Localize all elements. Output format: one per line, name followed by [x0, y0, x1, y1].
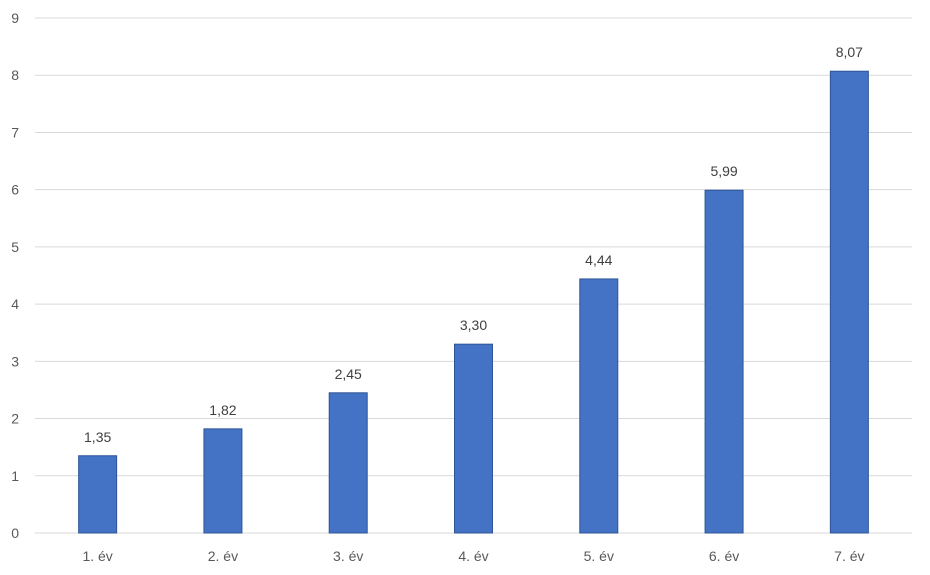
bar [704, 189, 744, 534]
bar [579, 278, 619, 534]
y-tick-label: 8 [11, 67, 19, 83]
x-axis-ticks: 1. év 2. év 3. év 4. év 5. év 6. év 7. év [82, 548, 864, 564]
bars [78, 70, 869, 534]
data-label: 4,44 [585, 252, 612, 268]
gridlines [35, 17, 912, 534]
data-label: 3,30 [460, 317, 487, 333]
y-tick-label: 3 [11, 353, 19, 369]
x-tick-label: 2. év [208, 548, 238, 564]
bar [203, 428, 243, 534]
bar [328, 392, 368, 534]
x-tick-label: 5. év [584, 548, 614, 564]
bar [454, 343, 493, 534]
data-labels: 1,35 1,82 2,45 3,30 4,44 5,99 8,07 [84, 44, 863, 445]
bar [78, 455, 118, 534]
y-axis-ticks: 0 1 2 3 4 5 6 7 8 9 [11, 10, 19, 541]
data-label: 1,82 [209, 402, 236, 418]
bar [829, 70, 869, 534]
x-tick-label: 3. év [333, 548, 363, 564]
y-tick-label: 5 [11, 239, 19, 255]
data-label: 1,35 [84, 429, 111, 445]
y-tick-label: 7 [11, 124, 19, 140]
x-tick-label: 1. év [82, 548, 112, 564]
y-tick-label: 2 [11, 411, 19, 427]
y-tick-label: 1 [11, 468, 19, 484]
data-label: 8,07 [836, 44, 863, 60]
y-tick-label: 9 [11, 10, 19, 26]
y-tick-label: 0 [11, 525, 19, 541]
data-label: 5,99 [710, 163, 737, 179]
x-tick-label: 7. év [834, 548, 864, 564]
y-tick-label: 6 [11, 182, 19, 198]
data-label: 2,45 [335, 366, 362, 382]
x-tick-label: 4. év [458, 548, 488, 564]
x-tick-label: 6. év [709, 548, 739, 564]
y-tick-label: 4 [11, 296, 19, 312]
